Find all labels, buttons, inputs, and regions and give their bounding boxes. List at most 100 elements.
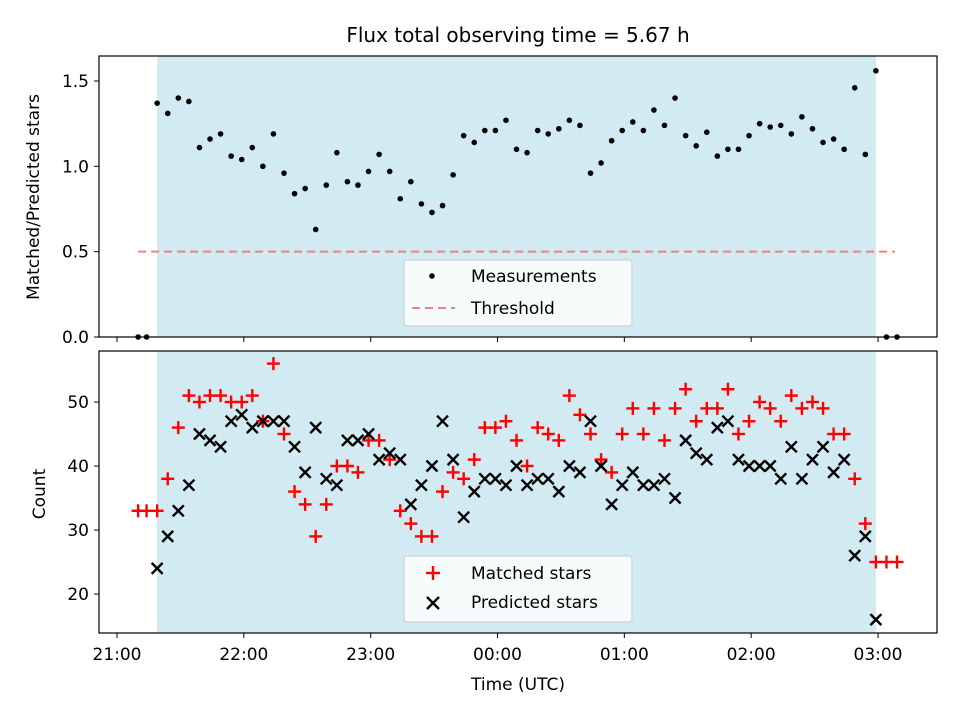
top-y-tick-label: 1.5 (62, 72, 89, 92)
matched-star-point (372, 433, 386, 447)
measurement-point (629, 119, 636, 125)
bottom-x-tick-label: 00:00 (473, 645, 522, 665)
matched-star-point (531, 421, 545, 435)
predicted-star-point (784, 440, 798, 454)
predicted-star-point (372, 453, 386, 466)
top-y-tick-label: 1.0 (62, 157, 89, 177)
predicted-star-point (806, 453, 819, 466)
matched-star-point (594, 453, 608, 467)
matched-star-point (457, 472, 471, 486)
matched-star-point (467, 453, 481, 467)
measurement-point (397, 195, 404, 202)
top-y-tick-label: 0.5 (62, 243, 89, 263)
matched-star-point (277, 427, 291, 441)
matched-star-point (182, 389, 196, 403)
matched-star-point (890, 555, 904, 569)
measurement-point (682, 132, 689, 139)
measurement-point (386, 168, 393, 175)
bottom-legend: Matched stars Predicted stars (403, 555, 633, 623)
matched-star-point (679, 382, 693, 396)
matched-star-point (795, 401, 809, 415)
predicted-star-point (637, 478, 650, 492)
measurement-point (587, 170, 594, 176)
predicted-stars-points (150, 408, 883, 626)
measurement-point (302, 185, 308, 192)
measurement-point (746, 132, 752, 139)
matched-star-point (774, 414, 788, 428)
predicted-star-point (816, 440, 830, 454)
predicted-star-point (298, 466, 312, 479)
measurement-point (217, 131, 224, 137)
measurement-point (418, 201, 425, 207)
measurement-point (703, 129, 710, 135)
predicted-star-point (182, 478, 196, 492)
predicted-star-point (626, 466, 640, 479)
measurement-point (598, 160, 604, 166)
matched-star-point (298, 497, 312, 511)
matched-star-point (266, 357, 280, 371)
top-panel: 0.0 0.5 1.0 1.5 Matched/Predicted stars Mea… (24, 55, 938, 348)
predicted-star-point (309, 421, 323, 434)
measurement-point (619, 127, 626, 134)
matched-star-point (319, 497, 333, 511)
measurement-point (175, 95, 182, 101)
measurement-point (809, 125, 816, 132)
measurement-point (651, 107, 657, 113)
predicted-star-point (679, 434, 692, 447)
predicted-star-point (245, 421, 259, 434)
measurement-point (334, 149, 340, 156)
matched-star-point (171, 421, 185, 435)
measurement-point (693, 143, 700, 149)
matched-star-point (742, 414, 756, 428)
matched-star-point (288, 485, 302, 499)
predicted-star-point (869, 613, 883, 626)
matched-star-point (488, 421, 502, 435)
matched-star-point (404, 517, 418, 531)
matched-star-point (636, 427, 650, 441)
predicted-star-point (848, 549, 862, 562)
predicted-star-point (319, 472, 333, 486)
matched-star-point (309, 529, 323, 543)
measurement-point (281, 170, 287, 176)
predicted-star-point (193, 427, 206, 441)
measurement-point (640, 127, 647, 134)
predicted-star-point (330, 478, 344, 492)
predicted-star-point (827, 466, 840, 479)
matched-star-point (647, 401, 661, 415)
matched-star-point (393, 504, 407, 518)
top-y-tick-label: 0.0 (62, 328, 89, 348)
predicted-star-point (425, 459, 439, 473)
matched-star-point (858, 517, 872, 531)
predicted-star-point (351, 434, 365, 447)
measurement-point (460, 132, 467, 139)
predicted-star-point (658, 472, 671, 486)
measurement-point (524, 149, 530, 156)
bottom-axes-frame (98, 350, 938, 634)
bottom-x-tick-label: 01:00 (600, 645, 649, 665)
measurement-point (725, 146, 731, 153)
measurement-point (186, 98, 192, 105)
measurement-point (471, 139, 478, 146)
legend-measurements: Measurements (471, 267, 597, 287)
legend-matched-marker (426, 566, 440, 580)
predicted-star-point (563, 459, 576, 473)
measurement-point (492, 127, 499, 134)
predicted-star-point (584, 414, 597, 428)
measurement-point (830, 136, 837, 142)
predicted-star-point (520, 478, 534, 492)
matched-star-point (837, 427, 851, 441)
bottom-x-tick-label: 22:00 (219, 645, 268, 665)
measurement-point (238, 156, 245, 163)
bottom-x-tick-label: 23:00 (346, 645, 395, 665)
legend-predicted-marker (426, 596, 440, 610)
matched-star-point (657, 433, 671, 447)
matched-star-point (499, 414, 513, 428)
predicted-star-point (214, 440, 227, 454)
predicted-star-point (615, 478, 629, 492)
bottom-y-axis: 20 30 40 50 (67, 393, 99, 605)
predicted-star-point (541, 472, 555, 486)
measurement-point (249, 144, 256, 151)
measurement-point (154, 100, 160, 106)
measurement-point (545, 131, 552, 137)
